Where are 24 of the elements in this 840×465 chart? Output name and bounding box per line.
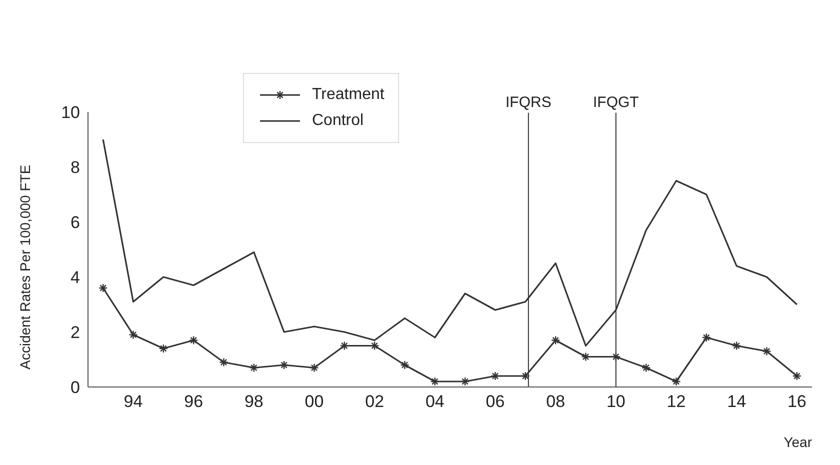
x-tick-label: 10 — [606, 392, 626, 412]
y-axis-title: Accident Rates Per 100,000 FTE — [16, 164, 33, 370]
x-tick-label: 94 — [124, 392, 143, 412]
x-tick-label: 04 — [425, 392, 444, 412]
x-tick-label: 16 — [787, 392, 806, 412]
legend-label: Treatment — [312, 86, 384, 104]
y-tick-label: 10 — [61, 103, 80, 122]
ref-line-label: IFQGT — [593, 94, 639, 111]
x-tick-label: 12 — [666, 392, 686, 412]
x-tick-label: 02 — [365, 392, 384, 412]
x-tick-label: 00 — [304, 392, 324, 412]
x-tick-label: 06 — [486, 392, 505, 412]
x-tick-label: 96 — [184, 392, 204, 412]
y-tick-label: 6 — [70, 213, 80, 232]
y-tick-label: 0 — [70, 378, 80, 398]
y-tick-label: 8 — [70, 158, 80, 178]
x-tick-label: 98 — [244, 392, 264, 412]
y-tick-label: 2 — [70, 323, 80, 342]
x-axis-title: Year — [784, 434, 812, 450]
ref-line-label: IFQRS — [506, 94, 552, 111]
y-tick-label: 4 — [70, 268, 80, 288]
x-tick-label: 14 — [727, 392, 746, 412]
legend-label: Control — [312, 112, 364, 130]
x-tick-label: 08 — [546, 392, 566, 412]
